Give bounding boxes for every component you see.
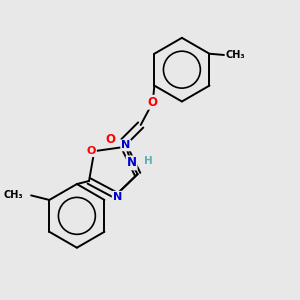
Text: O: O (87, 146, 96, 156)
Text: H: H (144, 156, 153, 167)
Text: CH₃: CH₃ (225, 50, 245, 60)
Text: N: N (127, 156, 136, 170)
Text: N: N (113, 192, 122, 202)
Text: O: O (105, 133, 116, 146)
Text: N: N (121, 140, 130, 150)
Text: O: O (148, 96, 158, 109)
Text: CH₃: CH₃ (4, 190, 24, 200)
